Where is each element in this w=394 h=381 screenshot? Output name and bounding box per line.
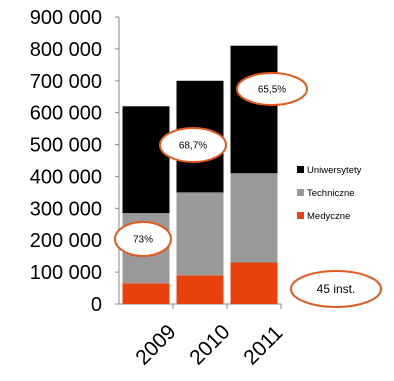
annotation-label: 45 inst. <box>317 282 356 296</box>
y-tick-label: 700 000 <box>30 71 102 93</box>
legend-label-medyczne: Medyczne <box>307 211 350 222</box>
x-tick-label: 2009 <box>131 320 180 369</box>
x-tick-label: 2011 <box>239 321 287 369</box>
annotation-ellipse <box>236 72 308 106</box>
y-tick-label: 400 000 <box>30 166 102 188</box>
y-tick-label: 500 000 <box>30 135 102 157</box>
annotation-ellipse <box>290 270 382 308</box>
bar-techniczne-2011 <box>230 173 278 263</box>
legend-swatch-uniwersytety <box>297 166 304 173</box>
legend-label-techniczne: Techniczne <box>307 188 355 199</box>
legend-label-uniwersytety: Uniwersytety <box>307 165 362 176</box>
bar-uniwersytety-2011 <box>230 45 278 174</box>
x-tick-label: 2010 <box>185 320 234 369</box>
y-tick-label: 800 000 <box>30 39 102 61</box>
legend-swatch-techniczne <box>297 189 304 196</box>
annotation-ellipse <box>114 221 172 257</box>
legend-swatch-medyczne <box>297 212 304 219</box>
y-tick-label: 900 000 <box>30 7 102 29</box>
bar-uniwersytety-2009 <box>122 106 170 214</box>
y-tick-label: 100 000 <box>30 262 102 284</box>
annotation-label: 68,7% <box>179 141 207 152</box>
annotation-ellipse <box>159 127 227 163</box>
bar-medyczne-2010 <box>176 275 224 304</box>
y-tick-label: 0 <box>91 294 102 316</box>
bar-medyczne-2011 <box>230 262 278 304</box>
bar-techniczne-2010 <box>176 192 224 276</box>
y-tick-label: 200 000 <box>30 230 102 252</box>
annotation-label: 73% <box>133 235 153 246</box>
annotation-label: 65,5% <box>258 85 286 96</box>
bar-medyczne-2009 <box>122 283 170 304</box>
y-tick-label: 600 000 <box>30 103 102 125</box>
y-tick-label: 300 000 <box>30 198 102 220</box>
